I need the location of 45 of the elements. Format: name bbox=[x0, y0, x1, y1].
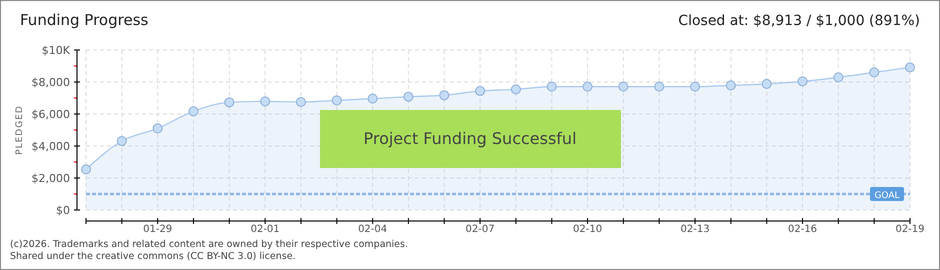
y-tick-label: $8,000 bbox=[32, 76, 70, 89]
y-tick-label: $2,000 bbox=[32, 172, 70, 185]
point bbox=[403, 92, 414, 102]
point bbox=[654, 82, 664, 92]
point bbox=[762, 78, 772, 89]
point bbox=[833, 72, 844, 82]
point bbox=[510, 84, 521, 94]
x-tick-label: 02-07 bbox=[466, 224, 495, 235]
ref-line-label: GOAL bbox=[874, 191, 900, 201]
point bbox=[869, 67, 880, 78]
point bbox=[582, 82, 593, 92]
point bbox=[546, 82, 557, 92]
point bbox=[690, 82, 700, 92]
point bbox=[332, 95, 342, 106]
x-tick-label: 02-16 bbox=[788, 224, 818, 235]
x-tick-label: 02-10 bbox=[573, 224, 602, 235]
x-tick-label: 02-19 bbox=[895, 224, 925, 235]
y-tick-label: $0 bbox=[56, 204, 70, 217]
y-tick-label: $4,000 bbox=[32, 140, 70, 153]
point bbox=[224, 97, 234, 108]
y-tick-label: $10K bbox=[42, 44, 71, 57]
x-tick-label: 02-04 bbox=[358, 224, 388, 235]
annotation: Project Funding Successful bbox=[363, 129, 577, 148]
point bbox=[439, 90, 450, 100]
y-axis-title: PLEDGED bbox=[15, 105, 25, 155]
point bbox=[475, 86, 486, 96]
chart-title: Funding Progress bbox=[20, 11, 149, 29]
point bbox=[368, 94, 378, 104]
y-tick-label: $6,000 bbox=[32, 108, 70, 121]
x-tick-label: 02-01 bbox=[250, 224, 280, 235]
point bbox=[798, 76, 808, 86]
chart-subtitle: Closed at: $8,913 / $1,000 (891%) bbox=[678, 13, 920, 29]
point bbox=[81, 164, 91, 174]
point bbox=[726, 80, 736, 90]
point bbox=[618, 82, 628, 92]
point bbox=[116, 136, 127, 146]
point bbox=[905, 62, 915, 72]
x-tick-label: 02-13 bbox=[680, 224, 710, 235]
text: Shared under the creative commons (CC BY-NC 3.0) license. bbox=[10, 251, 296, 262]
x-tick-label: 01-29 bbox=[143, 224, 172, 235]
point bbox=[152, 123, 163, 134]
point bbox=[260, 96, 270, 106]
text: (c)2026. Trademarks and related content are owned by their respective companies. bbox=[10, 239, 408, 250]
point bbox=[188, 106, 198, 116]
point bbox=[296, 97, 306, 107]
